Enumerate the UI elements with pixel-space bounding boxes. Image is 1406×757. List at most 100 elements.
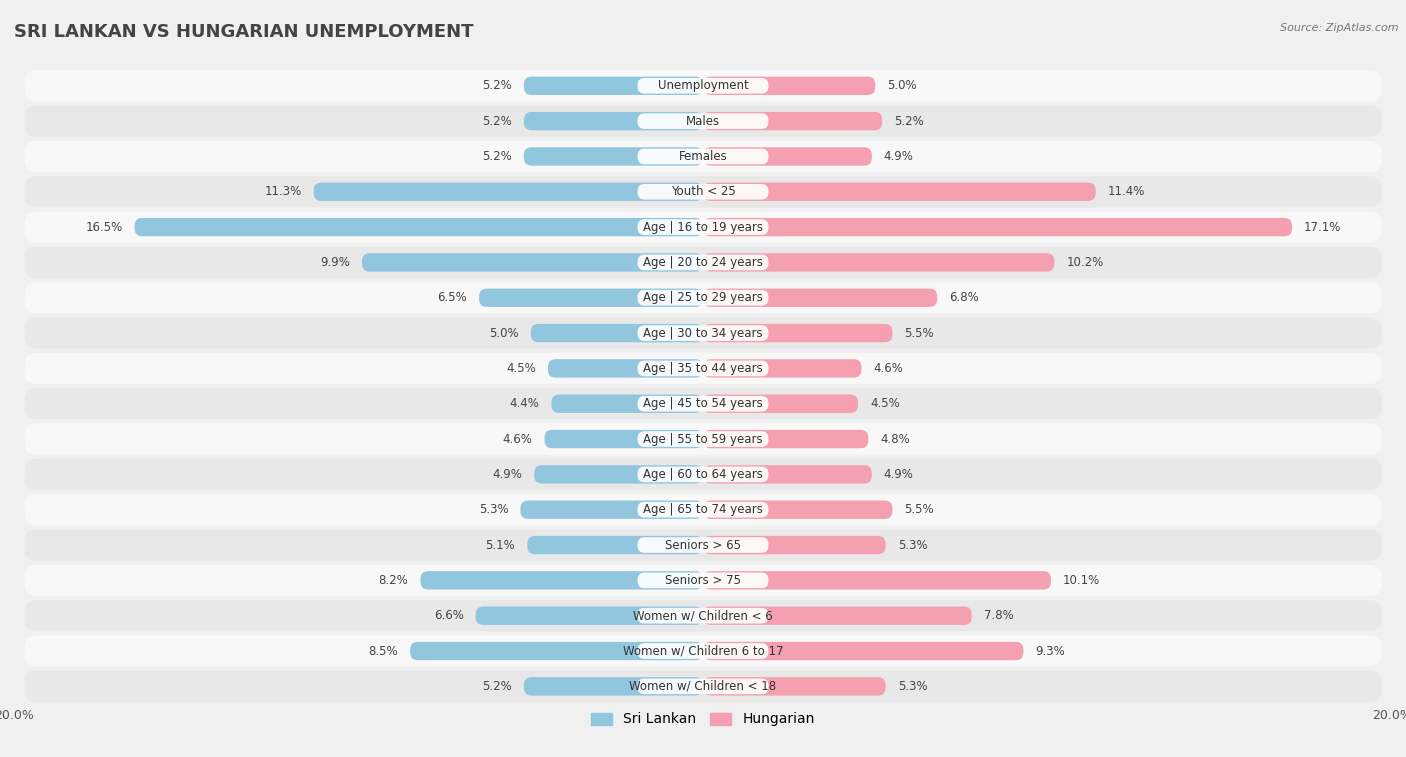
Text: Age | 55 to 59 years: Age | 55 to 59 years [643,432,763,446]
FancyBboxPatch shape [703,394,858,413]
FancyBboxPatch shape [637,466,769,482]
FancyBboxPatch shape [637,78,769,94]
FancyBboxPatch shape [524,148,703,166]
Text: Age | 65 to 74 years: Age | 65 to 74 years [643,503,763,516]
Text: 4.9%: 4.9% [884,150,914,163]
FancyBboxPatch shape [534,466,703,484]
Text: 9.9%: 9.9% [321,256,350,269]
Text: 5.3%: 5.3% [897,680,927,693]
Text: 5.2%: 5.2% [482,79,512,92]
FancyBboxPatch shape [637,254,769,270]
Text: 4.4%: 4.4% [509,397,540,410]
FancyBboxPatch shape [703,606,972,625]
FancyBboxPatch shape [24,565,1382,596]
FancyBboxPatch shape [637,220,769,235]
FancyBboxPatch shape [24,282,1382,313]
FancyBboxPatch shape [24,600,1382,631]
Text: 5.0%: 5.0% [489,326,519,340]
FancyBboxPatch shape [24,247,1382,278]
Text: SRI LANKAN VS HUNGARIAN UNEMPLOYMENT: SRI LANKAN VS HUNGARIAN UNEMPLOYMENT [14,23,474,41]
FancyBboxPatch shape [551,394,703,413]
Text: Age | 30 to 34 years: Age | 30 to 34 years [643,326,763,340]
Text: Age | 45 to 54 years: Age | 45 to 54 years [643,397,763,410]
FancyBboxPatch shape [24,459,1382,490]
FancyBboxPatch shape [637,290,769,306]
FancyBboxPatch shape [24,70,1382,101]
FancyBboxPatch shape [548,360,703,378]
FancyBboxPatch shape [520,500,703,519]
Text: 8.2%: 8.2% [378,574,409,587]
FancyBboxPatch shape [637,502,769,518]
FancyBboxPatch shape [475,606,703,625]
Text: Women w/ Children 6 to 17: Women w/ Children 6 to 17 [623,644,783,658]
FancyBboxPatch shape [637,396,769,412]
Text: Seniors > 65: Seniors > 65 [665,538,741,552]
Text: 5.3%: 5.3% [479,503,509,516]
FancyBboxPatch shape [637,678,769,694]
FancyBboxPatch shape [524,678,703,696]
Text: Unemployment: Unemployment [658,79,748,92]
FancyBboxPatch shape [703,678,886,696]
FancyBboxPatch shape [479,288,703,307]
Text: 4.8%: 4.8% [880,432,910,446]
Text: 5.2%: 5.2% [482,150,512,163]
FancyBboxPatch shape [637,608,769,624]
FancyBboxPatch shape [703,466,872,484]
Text: 5.2%: 5.2% [894,114,924,128]
Text: Males: Males [686,114,720,128]
FancyBboxPatch shape [703,500,893,519]
Text: 4.6%: 4.6% [502,432,533,446]
Text: 4.5%: 4.5% [506,362,536,375]
FancyBboxPatch shape [524,112,703,130]
FancyBboxPatch shape [703,430,869,448]
Text: 7.8%: 7.8% [984,609,1014,622]
FancyBboxPatch shape [531,324,703,342]
Text: Age | 16 to 19 years: Age | 16 to 19 years [643,220,763,234]
Text: 17.1%: 17.1% [1305,220,1341,234]
Text: Age | 25 to 29 years: Age | 25 to 29 years [643,291,763,304]
FancyBboxPatch shape [703,324,893,342]
Text: Women w/ Children < 6: Women w/ Children < 6 [633,609,773,622]
FancyBboxPatch shape [703,148,872,166]
FancyBboxPatch shape [24,141,1382,172]
FancyBboxPatch shape [24,211,1382,243]
FancyBboxPatch shape [24,317,1382,349]
FancyBboxPatch shape [420,572,703,590]
FancyBboxPatch shape [703,112,882,130]
FancyBboxPatch shape [703,360,862,378]
Text: Age | 20 to 24 years: Age | 20 to 24 years [643,256,763,269]
FancyBboxPatch shape [544,430,703,448]
FancyBboxPatch shape [703,642,1024,660]
Text: 5.1%: 5.1% [485,538,515,552]
Text: 11.3%: 11.3% [264,185,302,198]
Text: 4.6%: 4.6% [873,362,904,375]
Text: 10.2%: 10.2% [1066,256,1104,269]
FancyBboxPatch shape [411,642,703,660]
FancyBboxPatch shape [637,184,769,200]
FancyBboxPatch shape [637,572,769,588]
Text: 5.5%: 5.5% [904,503,934,516]
Text: 5.2%: 5.2% [482,680,512,693]
Text: 6.6%: 6.6% [433,609,464,622]
Text: Seniors > 75: Seniors > 75 [665,574,741,587]
FancyBboxPatch shape [703,254,1054,272]
FancyBboxPatch shape [703,572,1050,590]
FancyBboxPatch shape [524,76,703,95]
FancyBboxPatch shape [135,218,703,236]
Text: 6.8%: 6.8% [949,291,979,304]
FancyBboxPatch shape [703,536,886,554]
Text: 6.5%: 6.5% [437,291,467,304]
Legend: Sri Lankan, Hungarian: Sri Lankan, Hungarian [586,707,820,732]
Text: 9.3%: 9.3% [1035,644,1066,658]
FancyBboxPatch shape [637,360,769,376]
FancyBboxPatch shape [24,423,1382,455]
FancyBboxPatch shape [24,105,1382,137]
FancyBboxPatch shape [361,254,703,272]
FancyBboxPatch shape [637,148,769,164]
Text: 4.9%: 4.9% [884,468,914,481]
Text: Females: Females [679,150,727,163]
FancyBboxPatch shape [24,388,1382,419]
FancyBboxPatch shape [637,431,769,447]
FancyBboxPatch shape [637,537,769,553]
FancyBboxPatch shape [703,182,1095,201]
